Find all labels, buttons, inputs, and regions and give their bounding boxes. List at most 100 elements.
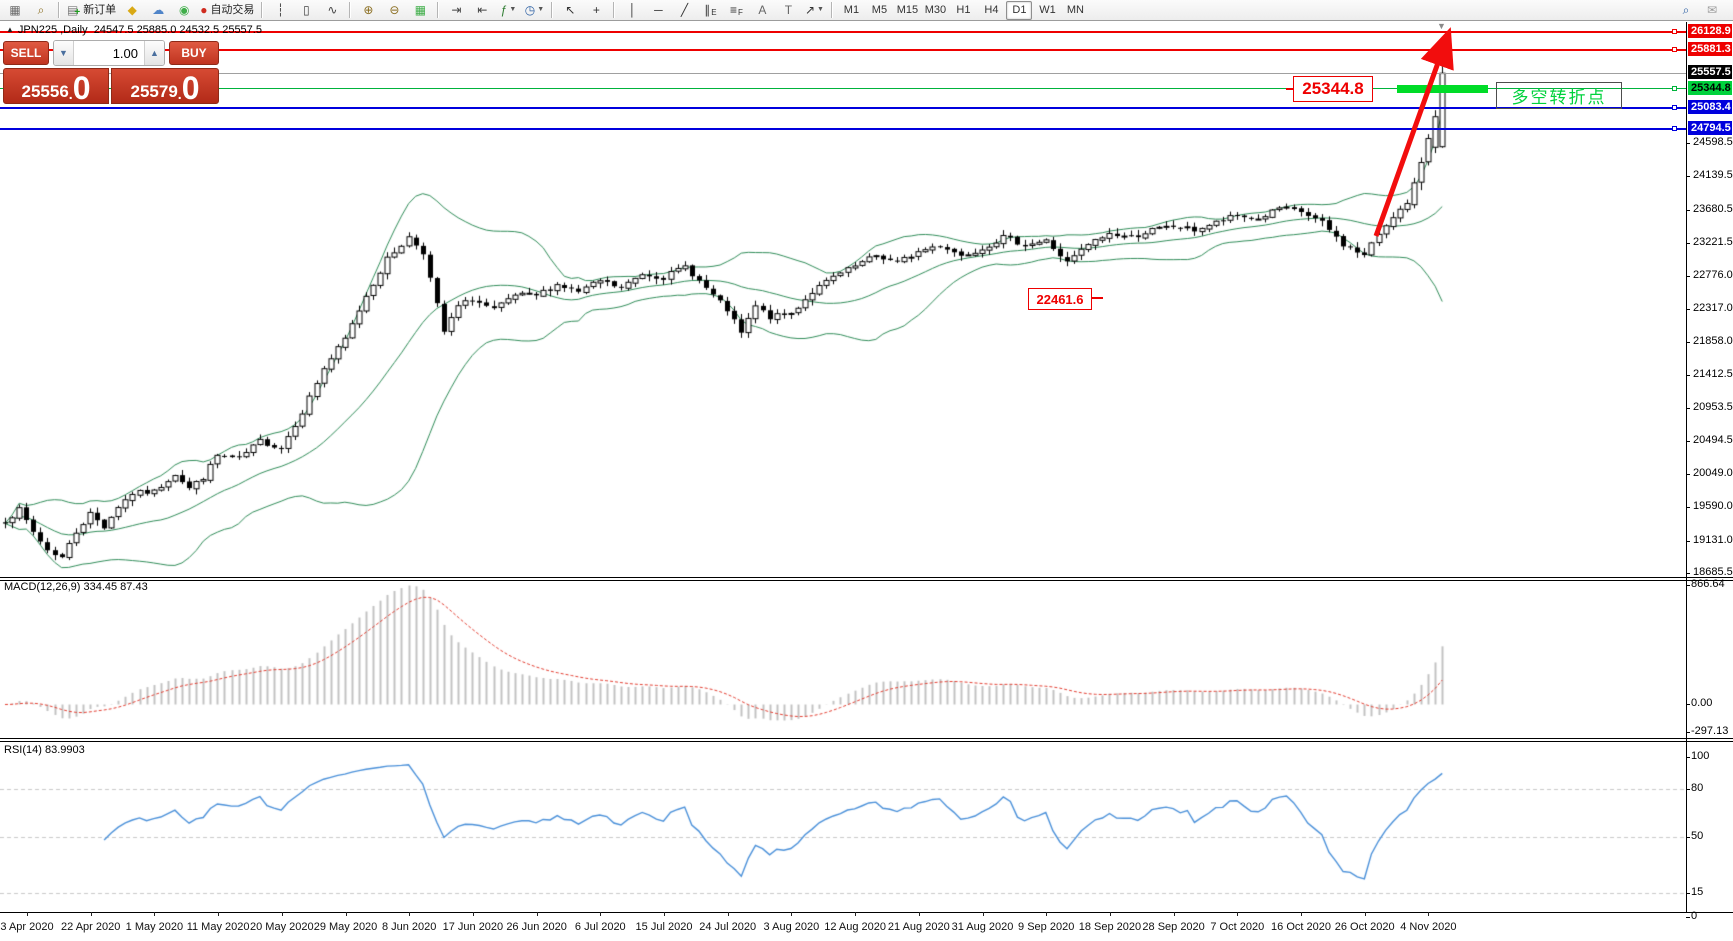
level-line-handle[interactable] xyxy=(1672,47,1677,53)
main-chart-canvas[interactable] xyxy=(0,22,1686,578)
cursor-button[interactable]: ↖ xyxy=(558,1,582,19)
timeframe-button-m1[interactable]: M1 xyxy=(843,4,860,16)
crosshair-button[interactable]: + xyxy=(584,1,608,19)
indicators-button[interactable]: ƒ ▼ xyxy=(496,1,520,19)
horizontal-line-button[interactable]: ─ xyxy=(646,1,670,19)
signals-button[interactable]: ◉ xyxy=(172,1,196,19)
sell-price-display[interactable]: 25556. 0 xyxy=(3,68,109,104)
chevron-down-icon[interactable]: ▼ xyxy=(509,6,517,13)
price-scale-tag: 25557.5 xyxy=(1688,65,1732,80)
timeframe-button-h4[interactable]: H4 xyxy=(984,4,999,16)
line-chart-icon: ∿ xyxy=(327,3,338,17)
icon-subscript: E xyxy=(711,8,717,17)
zoom-out-button[interactable]: ⊖ xyxy=(382,1,406,19)
timeframe-button-m30[interactable]: M30 xyxy=(924,4,947,16)
date-axis-label: 16 Oct 2020 xyxy=(1271,921,1331,933)
mid-price-annotation[interactable]: 22461.6 xyxy=(1028,288,1092,311)
date-tick-mark xyxy=(90,912,92,916)
volume-input[interactable] xyxy=(74,42,144,64)
vertical-line-icon: │ xyxy=(628,3,637,17)
search-button[interactable]: ⌕ xyxy=(1674,1,1698,19)
price-level-line[interactable] xyxy=(0,48,1686,51)
bar-chart-button[interactable]: ┆ xyxy=(268,1,292,19)
auto-scroll-icon: ⇥ xyxy=(451,3,462,17)
rsi-panel-canvas[interactable] xyxy=(0,742,1686,912)
volume-increase-button[interactable]: ▲ xyxy=(144,41,164,65)
level-line-handle[interactable] xyxy=(1672,126,1677,132)
buy-price-display[interactable]: 25579. 0 xyxy=(111,68,219,104)
date-axis-label: 17 Jun 2020 xyxy=(442,921,504,933)
new-order-button[interactable]: ▤ + 新订单 xyxy=(65,1,118,19)
timeframe-button-m5[interactable]: M5 xyxy=(871,4,888,16)
arrows-button[interactable]: ↗ ▼ xyxy=(802,1,826,19)
level-line-handle[interactable] xyxy=(1672,86,1677,92)
turning-point-note[interactable]: 多空转折点 xyxy=(1496,81,1622,109)
open-chart-button[interactable]: ▦ xyxy=(3,1,27,19)
chart-search-button[interactable]: ⌕ xyxy=(29,1,53,19)
chart-shift-button[interactable]: ⇤ xyxy=(470,1,494,19)
date-axis-label: 1 May 2020 xyxy=(125,921,184,933)
trendline-icon: ╱ xyxy=(680,3,689,17)
chat-button[interactable]: ✉ xyxy=(1700,1,1724,19)
mql5-icon: ◆ xyxy=(127,3,137,17)
fibonacci-button[interactable]: ≡ F xyxy=(724,1,748,19)
chevron-down-icon[interactable]: ▼ xyxy=(537,6,545,13)
zoom-in-button[interactable]: ⊕ xyxy=(356,1,380,19)
toolbar-right-icons: ⌕ ✉ xyxy=(1673,1,1725,19)
date-axis-label: 18 Sep 2020 xyxy=(1078,921,1142,933)
main-macd-separator[interactable] xyxy=(0,577,1733,578)
price-tick-mark xyxy=(1686,243,1690,245)
price-tick-label: 19131.0 xyxy=(1693,533,1733,546)
breakout-level-segment[interactable] xyxy=(1397,84,1488,93)
icon-subscript: F xyxy=(738,8,743,17)
price-tick-label: 20494.5 xyxy=(1693,434,1733,447)
level-line-handle[interactable] xyxy=(1672,29,1677,35)
timeframe-button-h1[interactable]: H1 xyxy=(956,4,971,16)
mql5-button[interactable]: ◆ xyxy=(120,1,144,19)
level-line-handle[interactable] xyxy=(1672,105,1677,111)
price-level-line[interactable] xyxy=(0,106,1686,109)
macd-panel-canvas[interactable] xyxy=(0,581,1686,738)
chat-icon: ✉ xyxy=(1706,3,1718,17)
text-label-button[interactable]: T xyxy=(776,1,800,19)
timeframe-button-mn[interactable]: MN xyxy=(1066,4,1084,16)
community-icon: ☁ xyxy=(152,3,165,17)
new-order-label: 新订单 xyxy=(83,4,117,16)
tile-windows-button[interactable]: ▦ xyxy=(408,1,432,19)
date-axis-label: 15 Jul 2020 xyxy=(635,921,693,933)
volume-decrease-button[interactable]: ▼ xyxy=(54,41,74,65)
text-button[interactable]: A xyxy=(750,1,774,19)
price-tick-label: 20049.0 xyxy=(1693,466,1733,479)
resistance-price-annotation[interactable]: 25344.8 xyxy=(1293,75,1373,102)
channel-button[interactable]: ∥ E xyxy=(698,1,722,19)
auto-scroll-button[interactable]: ⇥ xyxy=(444,1,468,19)
date-axis-label: 24 Jul 2020 xyxy=(699,921,757,933)
price-tick-label: 23680.5 xyxy=(1693,202,1733,215)
price-level-line[interactable] xyxy=(0,88,1686,90)
price-level-line[interactable] xyxy=(0,30,1686,33)
timeframe-button-m15[interactable]: M15 xyxy=(896,4,919,16)
timeframe-button-w1[interactable]: W1 xyxy=(1039,4,1056,16)
macd-rsi-separator[interactable] xyxy=(0,738,1733,739)
periods-button[interactable]: ◷ ▼ xyxy=(522,1,546,19)
price-level-line[interactable] xyxy=(0,127,1686,130)
chart-shift-marker-icon[interactable]: ▼ xyxy=(1437,21,1446,31)
vertical-line-button[interactable]: │ xyxy=(620,1,644,19)
autotrading-button[interactable]: ● 自动交易 xyxy=(198,1,256,19)
crosshair-icon: + xyxy=(592,3,600,17)
date-tick-mark xyxy=(1109,912,1111,916)
buy-button[interactable]: BUY xyxy=(169,41,219,65)
chevron-down-icon[interactable]: ▼ xyxy=(817,6,824,13)
community-button[interactable]: ☁ xyxy=(146,1,170,19)
rsi-dateaxis-separator xyxy=(0,912,1733,913)
price-tick-mark xyxy=(1686,441,1690,443)
candlestick-chart-button[interactable]: ▯ xyxy=(294,1,318,19)
sell-button[interactable]: SELL xyxy=(3,41,49,65)
price-level-line[interactable] xyxy=(0,72,1686,74)
trendline-button[interactable]: ╱ xyxy=(672,1,696,19)
date-tick-mark xyxy=(27,912,28,916)
date-axis-label: 7 Oct 2020 xyxy=(1210,921,1265,933)
line-chart-button[interactable]: ∿ xyxy=(320,1,344,19)
collapse-panel-icon[interactable]: ▲ xyxy=(6,25,14,34)
timeframe-button-d1[interactable]: D1 xyxy=(1006,0,1033,20)
